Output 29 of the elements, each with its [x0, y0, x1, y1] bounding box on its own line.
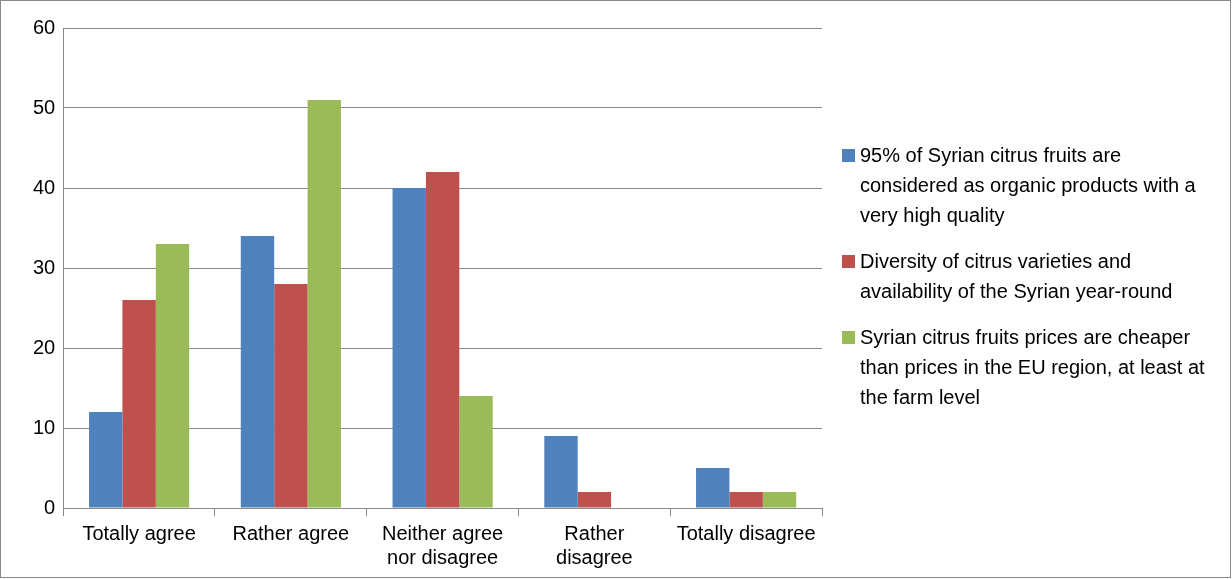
bar [307, 100, 341, 508]
bar [696, 468, 730, 508]
bar [392, 188, 426, 508]
bar [122, 300, 156, 508]
bar [240, 236, 275, 508]
bar [577, 492, 612, 508]
bar [274, 284, 308, 508]
y-tick-label: 10 [33, 415, 56, 438]
legend-label: Syrian citrus fruits prices are cheaper than prices in the EU region, at least at the farm level [860, 325, 1206, 410]
legend-label: Diversity of citrus varieties and availability of the Syrian year-round [860, 249, 1174, 304]
bar [459, 396, 493, 508]
y-tick-label: 20 [33, 335, 56, 358]
bar [762, 492, 797, 508]
x-tick-label: Totally disagree [676, 521, 816, 544]
y-tick-label: 50 [33, 95, 56, 118]
bar [89, 412, 123, 508]
bar [425, 172, 460, 508]
y-tick-label: 30 [33, 255, 56, 278]
bar [544, 436, 578, 508]
y-tick-label: 40 [33, 175, 56, 198]
x-tick-label: Rather disagree [556, 521, 633, 568]
x-tick-label: Neither agree nor disagree [382, 521, 504, 568]
y-tick-label: 0 [44, 495, 56, 518]
bar [155, 244, 190, 508]
y-tick-label: 60 [33, 15, 56, 38]
x-tick-label: Totally agree [82, 521, 196, 544]
bar [729, 492, 763, 508]
x-tick-label: Rather agree [232, 521, 350, 544]
legend-label: 95% of Syrian citrus fruits are considered as organic products with a very high quality [860, 143, 1197, 228]
